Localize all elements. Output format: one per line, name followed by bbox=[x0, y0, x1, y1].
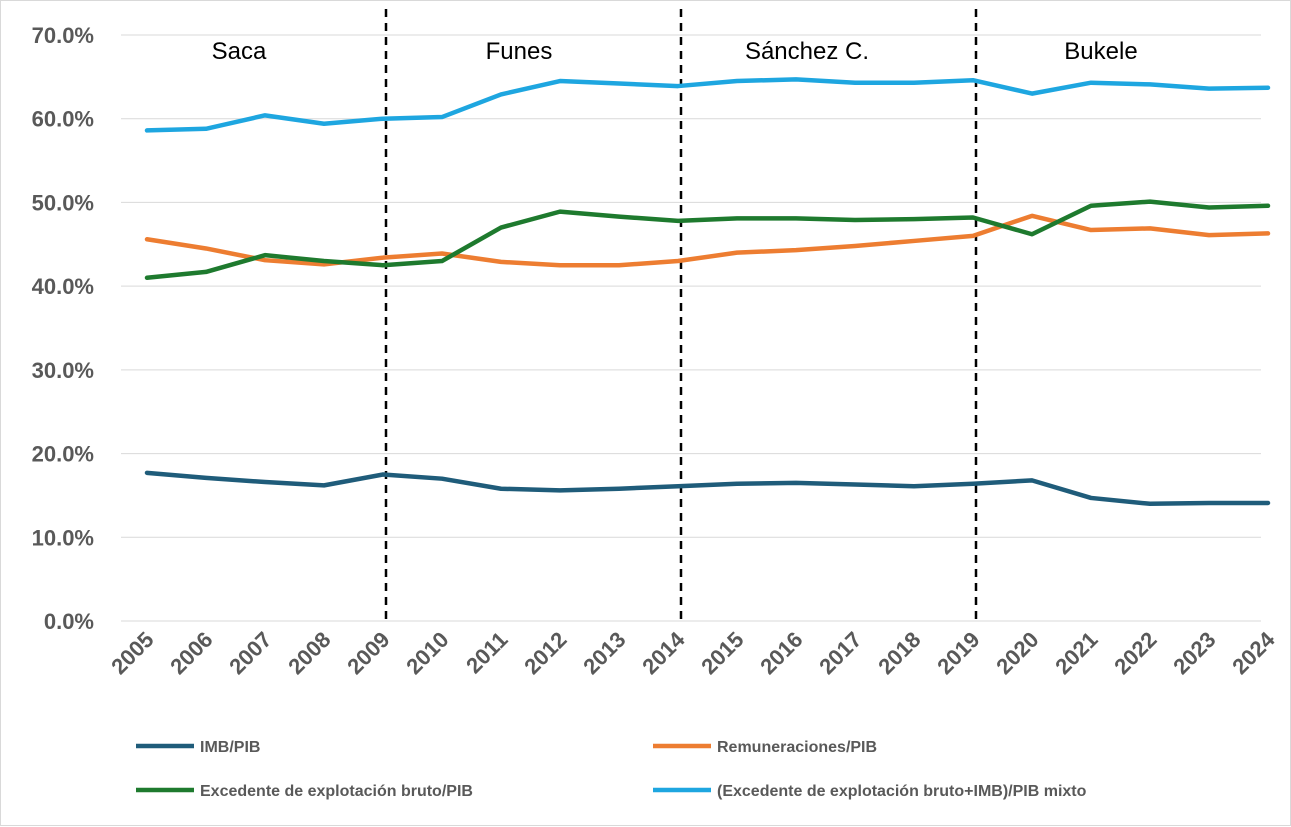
x-tick-label: 2011 bbox=[461, 627, 512, 678]
x-tick-label: 2021 bbox=[1050, 627, 1102, 679]
x-tick-label: 2020 bbox=[991, 627, 1043, 679]
x-tick-label: 2014 bbox=[637, 626, 690, 679]
series-line bbox=[147, 79, 1268, 130]
series-1 bbox=[147, 216, 1268, 266]
x-tick-label: 2024 bbox=[1227, 626, 1280, 679]
legend-item: (Excedente de explotación bruto+IMB)/PIB… bbox=[653, 783, 1087, 800]
x-tick-label: 2017 bbox=[814, 627, 866, 679]
legend: IMB/PIB Remuneraciones/PIB Excedente de ex… bbox=[136, 739, 1087, 800]
series-2 bbox=[147, 201, 1268, 277]
x-tick-label: 2022 bbox=[1109, 627, 1161, 679]
x-tick-label: 2018 bbox=[873, 627, 925, 679]
series-line bbox=[147, 216, 1268, 265]
y-tick-label: 60.0% bbox=[32, 107, 94, 132]
x-tick-label: 2013 bbox=[578, 627, 630, 679]
legend-label: (Excedente de explotación bruto+IMB)/PIB… bbox=[717, 783, 1087, 800]
series-lines bbox=[147, 79, 1268, 504]
legend-item: Remuneraciones/PIB bbox=[653, 739, 877, 756]
x-tick-label: 2016 bbox=[755, 627, 807, 679]
legend-label: Excedente de explotación bruto/PIB bbox=[200, 783, 473, 800]
x-tick-label: 2005 bbox=[106, 627, 158, 679]
legend-label: IMB/PIB bbox=[200, 739, 260, 756]
series-0 bbox=[147, 473, 1268, 504]
legend-item: IMB/PIB bbox=[136, 739, 260, 756]
y-tick-label: 70.0% bbox=[32, 23, 94, 48]
period-label: Saca bbox=[212, 38, 267, 65]
y-tick-label: 50.0% bbox=[32, 190, 94, 215]
y-tick-label: 20.0% bbox=[32, 442, 94, 467]
x-tick-label: 2023 bbox=[1168, 627, 1220, 679]
period-dividers bbox=[386, 9, 976, 625]
x-tick-label: 2010 bbox=[401, 627, 453, 679]
y-tick-label: 10.0% bbox=[32, 525, 94, 550]
y-tick-label: 40.0% bbox=[32, 274, 94, 299]
x-tick-label: 2006 bbox=[165, 627, 217, 679]
x-tick-label: 2012 bbox=[519, 627, 571, 679]
x-tick-label: 2019 bbox=[932, 627, 984, 679]
x-tick-label: 2009 bbox=[342, 627, 394, 679]
period-label: Bukele bbox=[1064, 38, 1137, 65]
grid-layer bbox=[121, 35, 1261, 621]
y-tick-label: 0.0% bbox=[44, 609, 94, 634]
legend-item: Excedente de explotación bruto/PIB bbox=[136, 783, 473, 800]
period-label: Sánchez C. bbox=[745, 38, 869, 65]
y-tick-label: 30.0% bbox=[32, 358, 94, 383]
series-line bbox=[147, 473, 1268, 504]
legend-label: Remuneraciones/PIB bbox=[717, 739, 877, 756]
series-3 bbox=[147, 79, 1268, 130]
period-label: Funes bbox=[486, 38, 553, 65]
x-tick-label: 2008 bbox=[283, 627, 335, 679]
x-tick-label: 2007 bbox=[224, 627, 276, 679]
y-axis-ticks: 0.0% 10.0% 20.0% 30.0% 40.0% 50.0% 60.0% 70.0% bbox=[32, 23, 94, 634]
period-labels: Saca Funes Sánchez C. Bukele bbox=[212, 38, 1138, 65]
series-line bbox=[147, 202, 1268, 278]
x-tick-label: 2015 bbox=[696, 627, 748, 679]
